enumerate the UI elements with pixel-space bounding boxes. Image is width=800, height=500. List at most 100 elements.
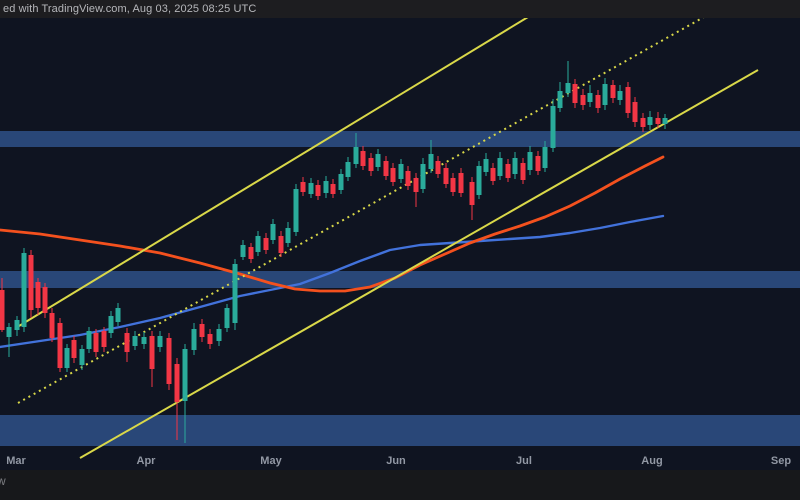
candle-body [124,333,130,352]
candle-body [207,334,213,344]
candle-body [458,173,464,193]
candle-body [308,183,314,194]
candle-body [0,290,5,330]
candle-body [191,329,197,350]
candle-body [345,162,351,177]
time-axis: Mar Apr May Jun Jul Aug Sep [0,455,800,470]
candle-body [602,84,608,105]
attribution-bar: ed with TradingView.com, Aug 03, 2025 08… [0,0,800,18]
candle-body [640,118,646,127]
candle-body [390,168,396,182]
candle-body [557,91,563,108]
time-axis-label: Jun [386,455,406,467]
watermark-bar: w [0,470,800,500]
candle-body [255,236,261,252]
candle-body [368,158,374,171]
candle-body [420,164,426,189]
candle-body [580,95,586,105]
candle-body [595,95,601,108]
candle-body [141,337,147,344]
candle-body [413,178,419,192]
candle-body [662,118,668,124]
price-chart[interactable] [0,0,800,470]
time-axis-label: Mar [6,455,26,467]
candle-body [71,340,77,358]
candle-body [28,255,34,310]
candle-body [443,168,449,184]
candle-body [469,182,475,205]
time-axis-label: Sep [770,455,792,467]
candle-body [435,161,441,174]
candle-body [21,253,27,327]
candle-body [330,184,336,194]
candle-body [57,323,63,368]
time-axis-label: May [260,455,282,467]
candle-body [338,174,344,190]
candle-body [647,117,653,125]
candle-body [199,324,205,337]
candle-body [527,152,533,170]
candle-body [108,316,114,333]
candle-body [182,349,188,401]
candle-body [232,264,238,323]
candle-body [323,181,329,193]
candle-body [617,91,623,100]
candle-body [64,348,70,368]
candle-body [520,163,526,180]
candle-body [166,338,172,384]
candle-body [293,189,299,232]
time-axis-label: Apr [136,455,156,467]
candle-body [101,331,107,347]
candle-body [632,102,638,122]
candle-body [625,87,631,113]
watermark-text: w [0,474,6,488]
candle-body [49,313,55,338]
candle-body [490,168,496,181]
candle-body [42,287,48,313]
candle-body [270,224,276,240]
candle-body [405,171,411,186]
candle-body [535,156,541,171]
candle-body [263,238,269,250]
time-axis-label: Aug [641,455,663,467]
candle-body [14,320,20,330]
candle-body [375,154,381,167]
ma-blue [0,214,665,349]
candle-body [542,147,548,168]
candle-body [398,164,404,179]
candle-body [93,333,99,352]
candle-body [572,84,578,103]
candle-body [248,247,254,259]
mid-zone [0,271,800,288]
candle-body [483,159,489,172]
time-axis-label: Jul [516,455,532,467]
candle-body [610,85,616,98]
candle-body [383,161,389,176]
candle-body [450,178,456,192]
candle-body [655,118,661,124]
attribution-text: ed with TradingView.com, Aug 03, 2025 08… [3,3,257,15]
channel-upper-line [18,16,529,327]
candle-body [512,158,518,174]
candle-body [115,308,121,322]
candle-body [285,228,291,243]
candle-body [149,336,155,369]
candle-body [157,336,163,347]
candle-body [550,106,556,148]
candle-body [353,147,359,164]
candle-body [505,164,511,178]
channel-lower-line [79,69,759,459]
candle-body [79,349,85,365]
candle-body [428,154,434,169]
lower-support-zone [0,415,800,446]
candle-body [497,158,503,176]
candle-body [360,151,366,166]
candle-body [132,336,138,346]
upper-resistance-zone [0,131,800,147]
candle-body [35,282,41,308]
candle-body [216,329,222,341]
candle-body [174,364,180,402]
candle-body [6,327,12,337]
candle-body [476,166,482,195]
